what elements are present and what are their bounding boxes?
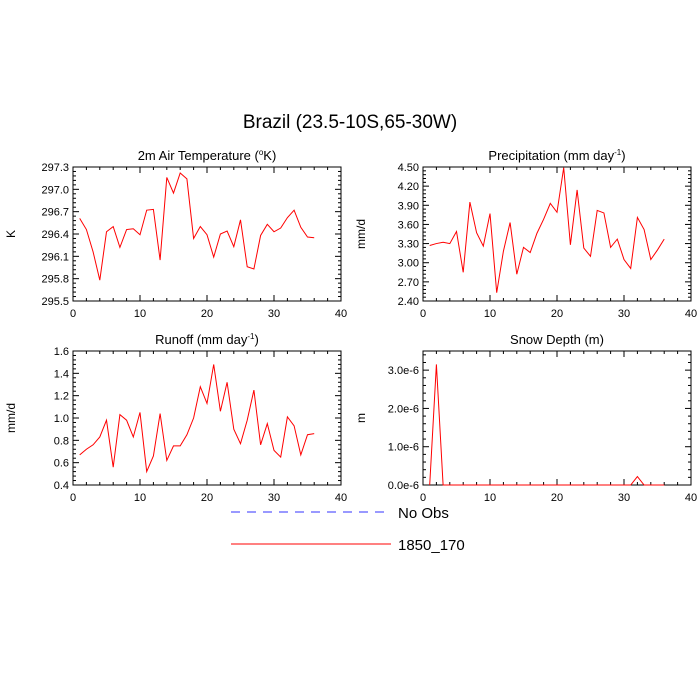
y-tick-label: 0.4 <box>54 480 69 492</box>
y-tick-label: 1.4 <box>54 368 69 380</box>
plot-frame <box>422 166 692 302</box>
y-tick-label: 297.3 <box>41 162 69 174</box>
panel-title-end: K) <box>263 148 276 163</box>
x-tick-label: 30 <box>618 308 630 320</box>
y-tick-label: 2.0e-6 <box>388 403 419 415</box>
panel-runoff: Runoff (mm day-1) mm/d 0 10 20 30 40 0.4 0.6 0.8 1… <box>4 332 347 504</box>
x-tick-label: 10 <box>134 492 146 504</box>
y-tick-label: 295.8 <box>41 274 69 286</box>
legend-label: No Obs <box>398 505 449 522</box>
y-axis-label: mm/d <box>4 403 18 433</box>
panel-title-sup: -1 <box>247 332 255 341</box>
x-tick-label: 40 <box>335 492 347 504</box>
y-tick-label: 4.50 <box>398 162 419 174</box>
x-tick-label: 20 <box>201 308 213 320</box>
panel-title-end: ) <box>255 332 259 347</box>
y-tick-label: 1.6 <box>54 346 69 358</box>
panel-title-sup: -1 <box>614 148 622 157</box>
panel-title-main: Snow Depth (m) <box>510 332 604 347</box>
figure-title: Brazil (23.5-10S,65-30W) <box>242 112 458 133</box>
y-tick-label: 296.1 <box>41 251 69 263</box>
y-tick-label: 3.90 <box>398 200 419 212</box>
series-line <box>429 364 665 486</box>
series-line <box>429 167 665 293</box>
panel-title-main: Runoff (mm day <box>155 332 248 347</box>
x-tick-label: 10 <box>134 308 146 320</box>
y-axis-label: m <box>354 413 368 423</box>
panel-snow-depth: Snow Depth (m) m 0 10 20 30 40 0.0e-6 1.0e-6 2.0e… <box>354 332 697 504</box>
x-tick-label: 10 <box>484 492 496 504</box>
y-tick-label: 1.0 <box>54 413 69 425</box>
y-tick-label: 3.30 <box>398 239 419 251</box>
x-tick-label: 0 <box>70 308 76 320</box>
x-tick-label: 30 <box>268 308 280 320</box>
legend-label: 1850_170 <box>398 537 465 554</box>
y-axis-label: K <box>4 230 18 238</box>
series-line <box>79 172 315 281</box>
x-tick-label: 40 <box>685 308 697 320</box>
panel-title: Runoff (mm day-1) <box>155 332 259 347</box>
y-tick-label: 0.0e-6 <box>388 480 419 492</box>
y-axis-label: mm/d <box>354 219 368 249</box>
x-tick-label: 0 <box>70 492 76 504</box>
legend: No Obs 1850_170 <box>231 505 465 554</box>
x-tick-label: 0 <box>420 308 426 320</box>
x-tick-label: 40 <box>335 308 347 320</box>
x-tick-label: 30 <box>268 492 280 504</box>
y-tick-label: 0.8 <box>54 435 69 447</box>
panel-precipitation: Precipitation (mm day-1) mm/d 0 10 20 30 40 2.4… <box>354 148 697 320</box>
x-tick-label: 0 <box>420 492 426 504</box>
x-tick-label: 20 <box>201 492 213 504</box>
panel-title: Precipitation (mm day-1) <box>488 148 625 163</box>
panel-title-end: ) <box>621 148 625 163</box>
y-tick-label: 3.60 <box>398 219 419 231</box>
y-tick-label: 2.40 <box>398 296 419 308</box>
y-tick-label: 1.0e-6 <box>388 442 419 454</box>
panel-title-sup: o <box>259 148 264 157</box>
y-tick-label: 3.00 <box>398 258 419 270</box>
series-line <box>79 364 315 474</box>
plot-frame <box>422 350 692 486</box>
x-tick-label: 20 <box>551 308 563 320</box>
y-tick-label: 4.20 <box>398 181 419 193</box>
panel-title: Snow Depth (m) <box>510 332 604 347</box>
x-tick-label: 20 <box>551 492 563 504</box>
y-tick-label: 296.4 <box>41 229 69 241</box>
panel-title-main: 2m Air Temperature ( <box>138 148 260 163</box>
x-tick-label: 40 <box>685 492 697 504</box>
y-tick-label: 1.2 <box>54 391 69 403</box>
y-tick-label: 0.6 <box>54 458 69 470</box>
panel-title: 2m Air Temperature (oK) <box>138 148 277 163</box>
x-tick-label: 10 <box>484 308 496 320</box>
panel-title-main: Precipitation (mm day <box>488 148 614 163</box>
y-tick-label: 295.5 <box>41 296 69 308</box>
y-tick-label: 296.7 <box>41 207 69 219</box>
y-tick-label: 3.0e-6 <box>388 365 419 377</box>
x-tick-label: 30 <box>618 492 630 504</box>
panel-air-temperature: 2m Air Temperature (oK) K 0 10 20 30 40 295.5 29… <box>4 148 347 320</box>
y-tick-label: 297.0 <box>41 184 69 196</box>
y-tick-label: 2.70 <box>398 277 419 289</box>
